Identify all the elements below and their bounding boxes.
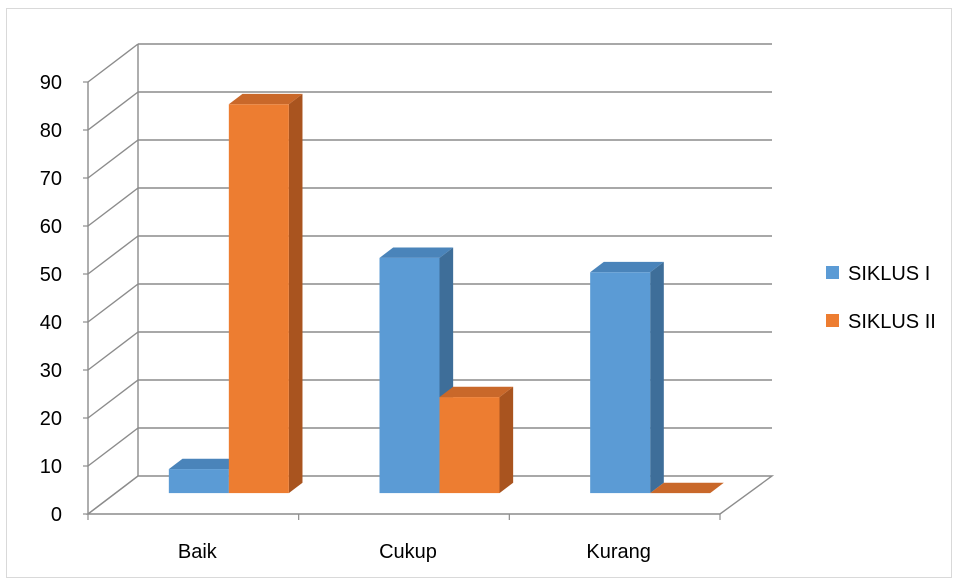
y-tick-label: 70: [40, 168, 62, 190]
x-category-label: Baik: [178, 541, 218, 563]
y-tick-label: 30: [40, 360, 62, 382]
bar-side-face: [650, 261, 664, 494]
legend-swatch: [826, 266, 839, 279]
y-tick-label: 40: [40, 312, 62, 334]
y-tick-label: 10: [40, 456, 62, 478]
bar-top-face: [439, 386, 514, 398]
gridline-side: [87, 139, 139, 179]
bar-cukup-2: [439, 386, 514, 494]
gridline-side: [87, 427, 139, 467]
bar-front-face: [379, 257, 440, 494]
y-axis-ticks: 0 10 20 30 40 50 60 70 80 90: [40, 72, 62, 526]
bar-side-face: [499, 386, 514, 494]
bar-front-face: [228, 104, 289, 494]
bars: [168, 93, 724, 494]
y-tick-label: 60: [40, 216, 62, 238]
bar-kurang-1: [590, 261, 664, 494]
legend-swatch: [826, 314, 839, 327]
legend: SIKLUS I SIKLUS II: [826, 263, 936, 333]
legend-label: SIKLUS II: [848, 311, 936, 333]
gridline-side: [87, 283, 139, 323]
axes: [83, 44, 775, 520]
y-tick-label: 50: [40, 264, 62, 286]
y-tick-label: 0: [51, 504, 62, 526]
x-axis-categories: Baik Cukup Kurang: [178, 541, 651, 563]
bar-top-face: [379, 247, 454, 258]
bar-top-face: [650, 482, 724, 494]
x-category-label: Cukup: [379, 541, 437, 563]
bar-kurang-2: [650, 482, 724, 494]
bar-front-face: [168, 469, 229, 494]
bar-top-face: [168, 458, 243, 470]
chart-frame: [6, 8, 952, 578]
gridline-side: [87, 187, 139, 227]
y-tick-label: 20: [40, 408, 62, 430]
gridline-side: [87, 331, 139, 371]
gridline-side: [87, 235, 139, 275]
bar-baik-2: [228, 93, 303, 494]
bar-front-face: [439, 397, 500, 494]
y-tick-label: 90: [40, 72, 62, 94]
legend-label: SIKLUS I: [848, 263, 930, 285]
bar-front-face: [590, 272, 651, 494]
x-category-label: Kurang: [586, 541, 651, 563]
gridline-side: [87, 43, 139, 83]
bar-top-face: [228, 93, 303, 105]
bar-top-face: [590, 261, 664, 273]
gridline-side: [87, 379, 139, 419]
y-tick-label: 80: [40, 120, 62, 142]
gridline-side: [87, 91, 139, 131]
bar-side-face: [288, 93, 303, 494]
